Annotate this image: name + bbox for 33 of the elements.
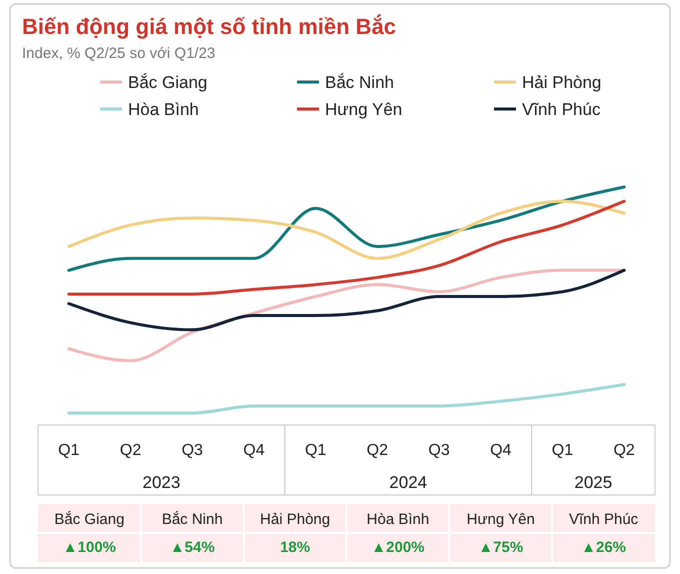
text: 2023 [142,473,180,492]
chart-subtitle: Index, % Q2/25 so với Q1/23 [22,45,216,62]
x-tick-label: Q2 [120,442,142,459]
text: ▲200% [371,539,425,556]
x-tick-label: Q3 [182,442,204,459]
x-tick-label: Q2 [613,442,635,459]
text: 2025 [574,473,612,492]
text: ▲54% [170,539,215,556]
text: Hưng Yên [466,511,535,528]
text: ▲75% [478,539,524,556]
x-tick-label: Q4 [243,442,265,459]
legend-label: Hải Phòng [522,73,602,92]
legend-label: Bắc Ninh [325,73,394,92]
text: ▲26% [581,539,626,556]
legend-label: Hòa Bình [128,100,199,119]
text: Bắc Ninh [162,511,223,528]
text: 2024 [389,473,428,492]
x-tick-label: Q1 [552,442,574,459]
x-tick-label: Q1 [58,442,80,459]
legend-label: Hưng Yên [325,100,402,119]
x-tick-label: Q3 [428,442,450,459]
x-tick-label: Q2 [366,442,388,459]
chart-title: Biến động giá một số tỉnh miền Bắc [22,14,396,39]
text: Hải Phòng [260,511,330,528]
x-tick-label: Q4 [490,442,512,459]
text: Hòa Bình [366,511,430,528]
text: ▲100% [62,539,116,556]
text: Bắc Giang [54,511,124,528]
text: 18% [280,539,310,556]
legend-label: Vĩnh Phúc [522,100,601,119]
x-tick-label: Q1 [304,442,326,459]
legend-label: Bắc Giang [128,73,208,92]
text: Vĩnh Phúc [568,511,638,528]
